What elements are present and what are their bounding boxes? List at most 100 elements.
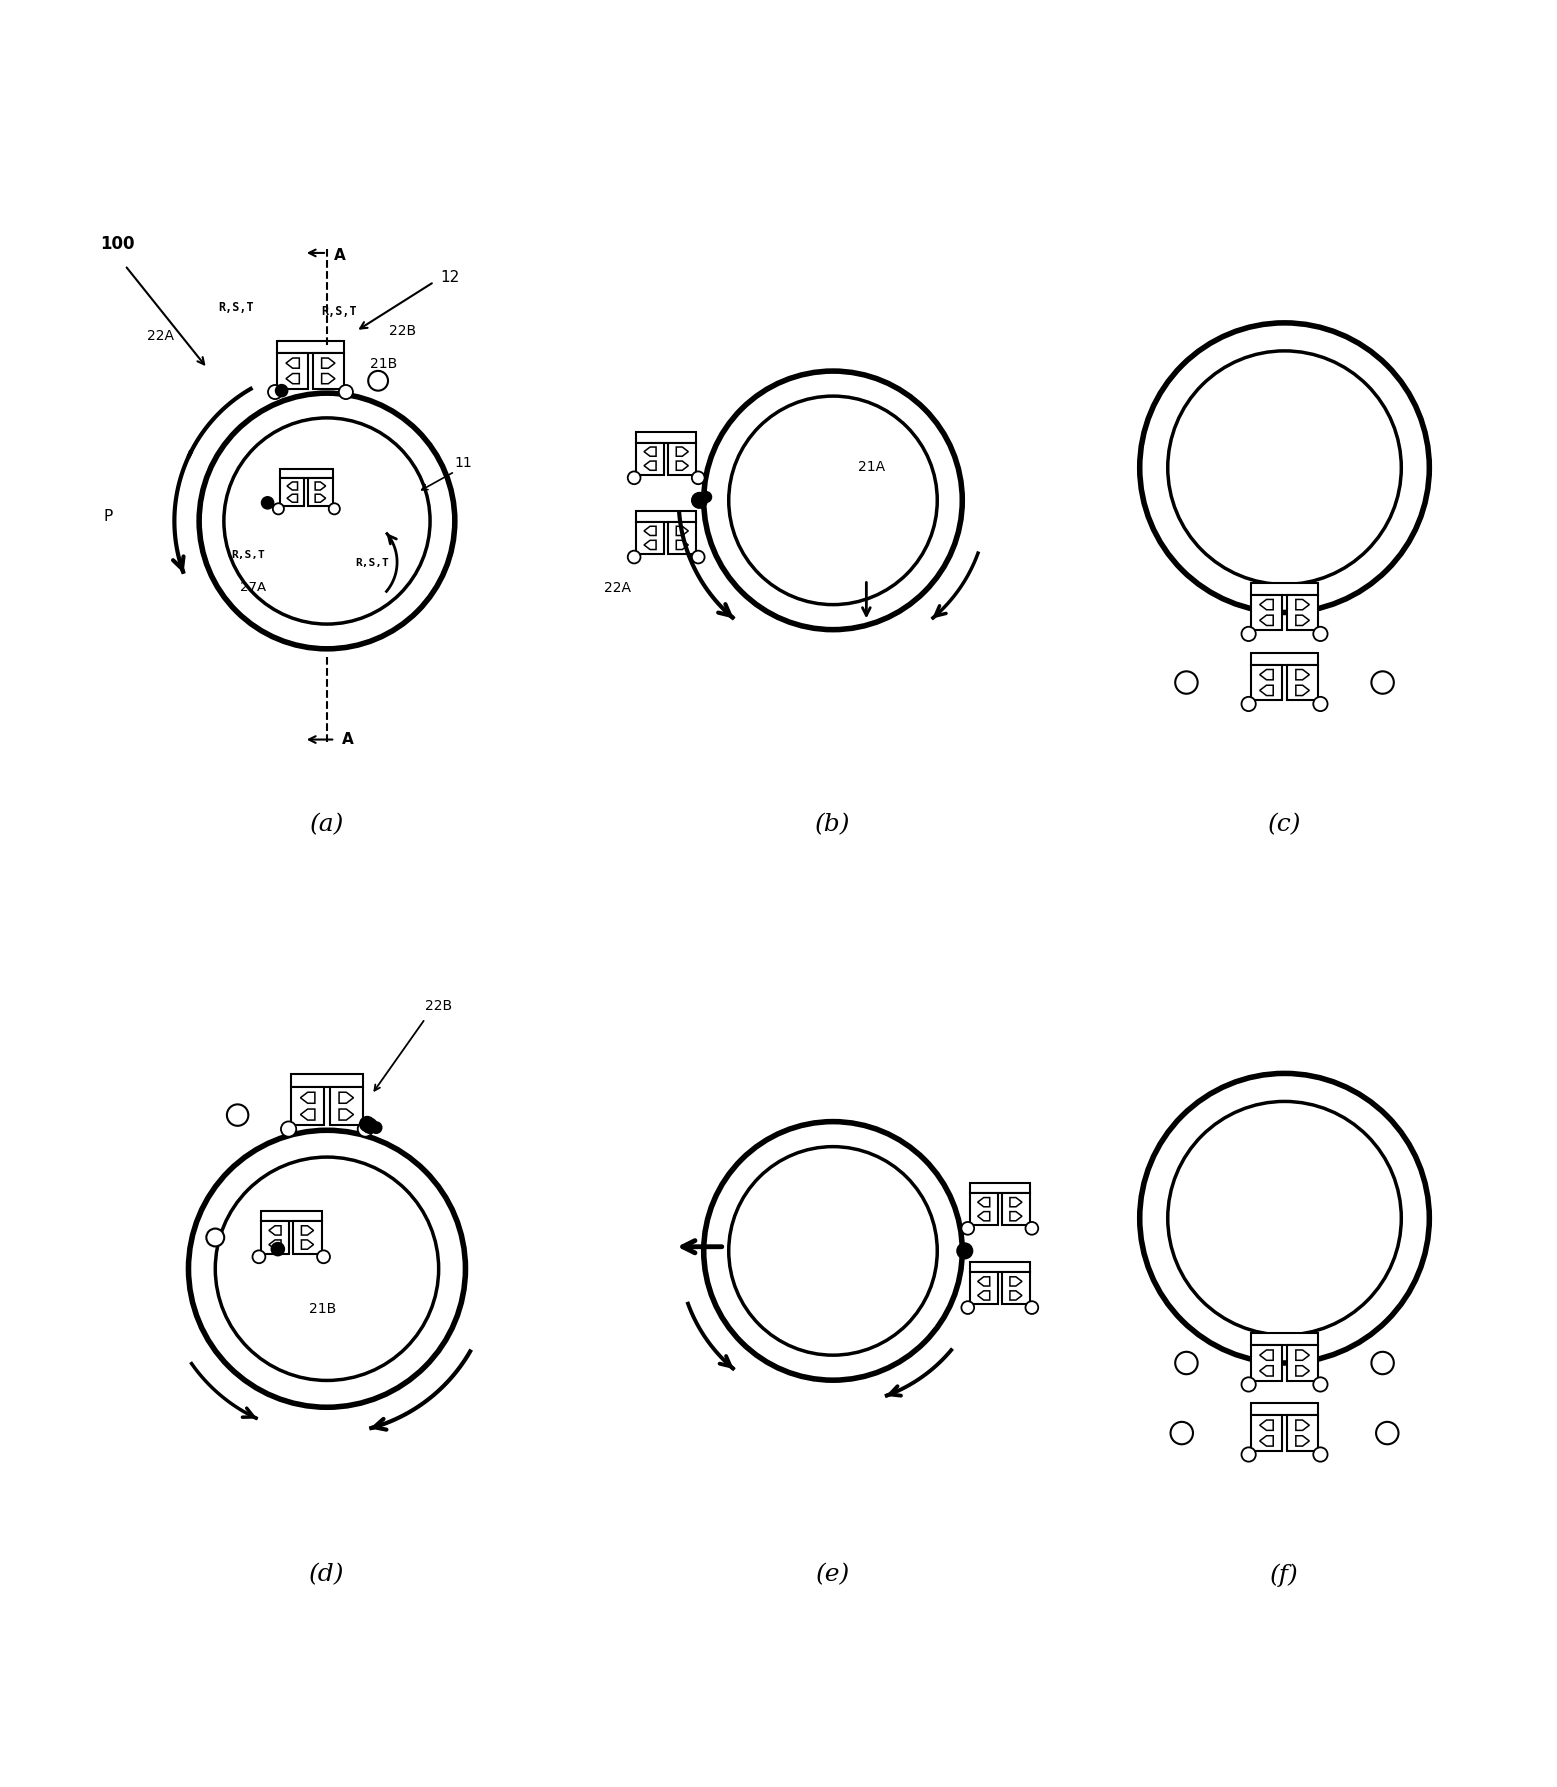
Polygon shape <box>970 1183 1029 1194</box>
Circle shape <box>961 1222 975 1235</box>
Circle shape <box>280 1122 296 1137</box>
Polygon shape <box>277 341 344 354</box>
Circle shape <box>358 1122 374 1137</box>
Text: 21A: 21A <box>858 461 884 474</box>
Polygon shape <box>637 432 696 443</box>
Text: 12: 12 <box>441 270 459 286</box>
Polygon shape <box>637 443 663 475</box>
Text: (f): (f) <box>1271 1564 1299 1587</box>
Circle shape <box>701 491 712 502</box>
Circle shape <box>1313 1447 1328 1462</box>
Circle shape <box>367 372 388 391</box>
Text: R,S,T: R,S,T <box>322 306 357 318</box>
Text: (a): (a) <box>310 813 344 836</box>
Text: 21B: 21B <box>310 1303 336 1317</box>
Polygon shape <box>1250 1346 1281 1381</box>
Polygon shape <box>668 443 696 475</box>
Circle shape <box>252 1251 265 1263</box>
Text: 22A: 22A <box>148 329 174 343</box>
Text: (c): (c) <box>1267 813 1302 836</box>
Polygon shape <box>668 522 696 554</box>
Circle shape <box>271 1244 283 1254</box>
Text: 22B: 22B <box>425 999 453 1013</box>
Text: (e): (e) <box>816 1564 850 1587</box>
Circle shape <box>1241 1447 1256 1462</box>
Polygon shape <box>637 522 663 554</box>
Circle shape <box>958 1244 972 1258</box>
Circle shape <box>1026 1301 1039 1313</box>
Circle shape <box>627 550 640 563</box>
Circle shape <box>1176 672 1197 693</box>
Polygon shape <box>1250 652 1319 665</box>
Circle shape <box>318 1251 330 1263</box>
Polygon shape <box>277 354 308 388</box>
Circle shape <box>1241 1378 1256 1392</box>
Polygon shape <box>280 468 333 479</box>
Polygon shape <box>970 1272 998 1305</box>
Text: 11: 11 <box>455 456 473 470</box>
Circle shape <box>1313 627 1328 642</box>
Text: 22A: 22A <box>604 581 631 595</box>
Polygon shape <box>1003 1194 1029 1226</box>
Polygon shape <box>291 1086 324 1126</box>
Circle shape <box>691 472 705 484</box>
Polygon shape <box>1288 1415 1319 1451</box>
Circle shape <box>339 384 353 399</box>
Circle shape <box>272 504 283 515</box>
Circle shape <box>1313 1378 1328 1392</box>
Polygon shape <box>1250 1415 1281 1451</box>
Polygon shape <box>1250 583 1319 595</box>
Circle shape <box>360 1117 374 1131</box>
Circle shape <box>961 1301 975 1313</box>
Polygon shape <box>293 1222 322 1254</box>
Text: R,S,T: R,S,T <box>232 550 266 559</box>
Polygon shape <box>262 1212 322 1222</box>
Circle shape <box>329 504 339 515</box>
Text: R,S,T: R,S,T <box>355 558 389 568</box>
Text: 22B: 22B <box>389 325 416 338</box>
Polygon shape <box>330 1086 363 1126</box>
Polygon shape <box>262 1222 290 1254</box>
Polygon shape <box>1250 665 1281 701</box>
Circle shape <box>371 1122 381 1133</box>
Circle shape <box>691 493 707 508</box>
Circle shape <box>1372 1351 1394 1374</box>
Polygon shape <box>280 479 305 506</box>
Polygon shape <box>1250 1333 1319 1346</box>
Polygon shape <box>1288 1346 1319 1381</box>
Polygon shape <box>1250 595 1281 631</box>
Polygon shape <box>1288 665 1319 701</box>
Circle shape <box>227 1104 249 1126</box>
Circle shape <box>1372 672 1394 693</box>
Polygon shape <box>970 1194 998 1226</box>
Circle shape <box>262 497 274 509</box>
Circle shape <box>627 472 640 484</box>
Text: (d): (d) <box>310 1564 344 1587</box>
Text: A: A <box>333 248 346 263</box>
Circle shape <box>1241 697 1256 711</box>
Polygon shape <box>970 1262 1029 1272</box>
Circle shape <box>1176 1351 1197 1374</box>
Circle shape <box>691 550 705 563</box>
Circle shape <box>1376 1422 1398 1444</box>
Circle shape <box>1026 1222 1039 1235</box>
Polygon shape <box>313 354 344 388</box>
Text: 21B: 21B <box>371 357 397 372</box>
Circle shape <box>1241 627 1256 642</box>
Text: P: P <box>104 509 114 524</box>
Polygon shape <box>291 1074 363 1086</box>
Text: A: A <box>343 733 353 747</box>
Polygon shape <box>1250 1403 1319 1415</box>
Text: 27A: 27A <box>240 581 266 593</box>
Polygon shape <box>1288 595 1319 631</box>
Circle shape <box>268 384 282 399</box>
Polygon shape <box>308 479 333 506</box>
Circle shape <box>1313 697 1328 711</box>
Text: (b): (b) <box>816 813 850 836</box>
Polygon shape <box>1003 1272 1029 1305</box>
Polygon shape <box>637 511 696 522</box>
Circle shape <box>1171 1422 1193 1444</box>
Circle shape <box>276 384 288 397</box>
Circle shape <box>207 1229 224 1247</box>
Circle shape <box>363 1119 377 1133</box>
